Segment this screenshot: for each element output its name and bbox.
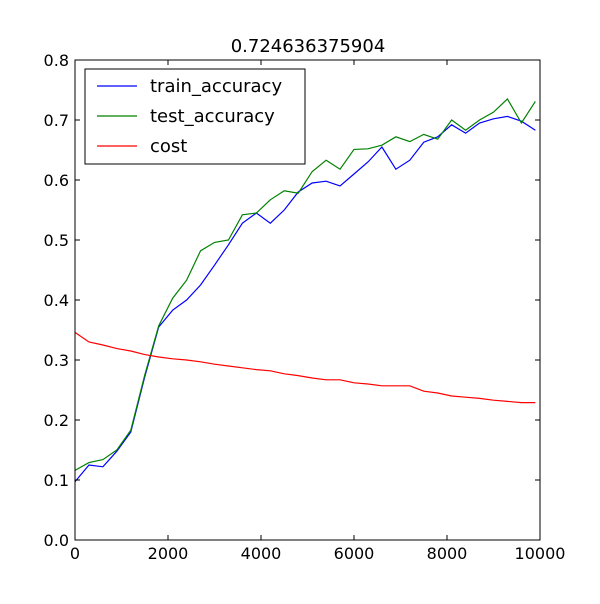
y-tick-label: 0.4 [44,291,69,310]
x-tick-label: 2000 [148,544,189,563]
y-tick-label: 0.5 [44,231,69,250]
y-tick-label: 0.2 [44,411,69,430]
y-tick-label: 0.7 [44,111,69,130]
x-tick-label: 8000 [427,544,468,563]
y-tick-label: 0.0 [44,531,69,550]
x-tick-label: 6000 [334,544,375,563]
legend-label-cost: cost [150,136,187,157]
y-tick-label: 0.6 [44,171,69,190]
series-line-cost [74,331,536,404]
x-tick-label: 4000 [241,544,282,563]
x-tick-label: 0 [70,544,80,563]
x-tick-label: 10000 [515,544,566,563]
series-layer [74,98,536,483]
ticks-layer: 0 2000 4000 6000 8000 10000 0.0 0.1 0.2 0.3 0.4 0.5… [44,51,566,563]
legend-label-test-accuracy: test_accuracy [150,106,275,127]
legend-label-train-accuracy: train_accuracy [150,76,282,97]
y-tick-label: 0.3 [44,351,69,370]
series-line-test-accuracy [74,98,536,471]
y-tick-label: 0.1 [44,471,69,490]
y-tick-label: 0.8 [44,51,69,70]
series-line-train-accuracy [74,115,536,483]
chart-title: 0.724636375904 [231,36,386,57]
